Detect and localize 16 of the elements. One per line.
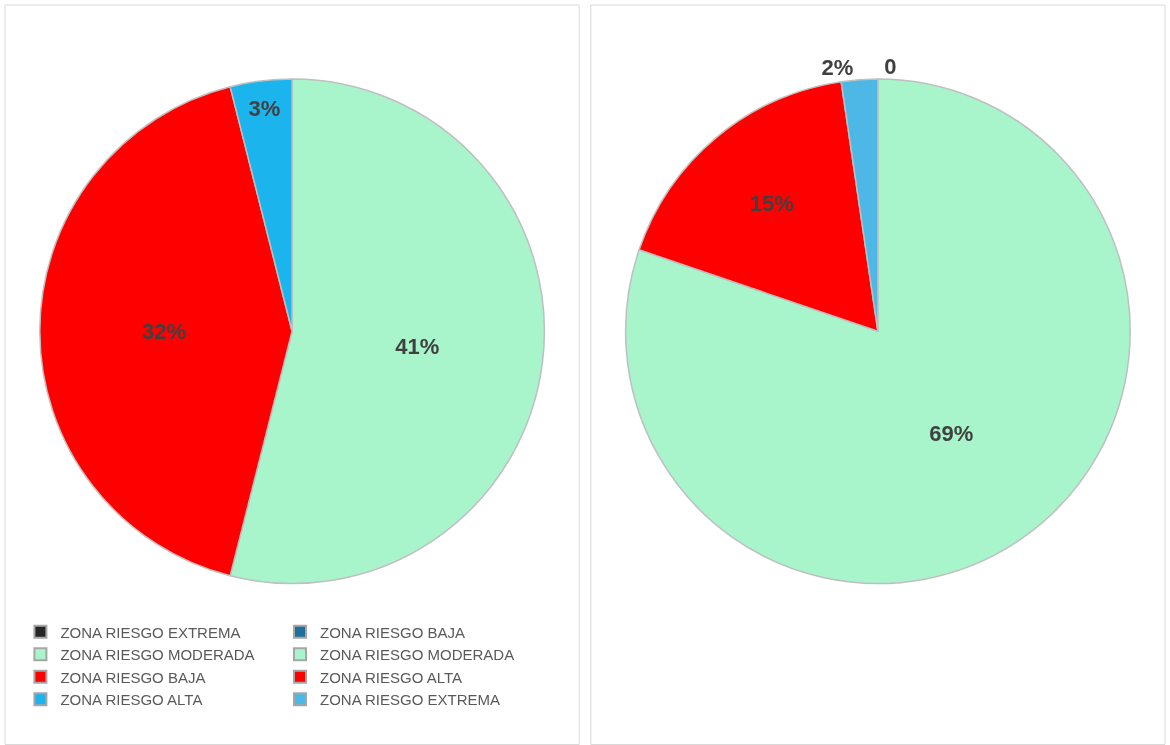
- legend-label: ZONA RIESGO MODERADA: [319, 646, 515, 664]
- data-label: 32%: [141, 318, 187, 344]
- legend-label: ZONA RIESGO BAJA: [60, 668, 206, 686]
- legend-label: ZONA RIESGO ALTA: [60, 691, 203, 709]
- data-label: 3%: [248, 95, 281, 121]
- legend-label: ZONA RIESGO ALTA: [319, 668, 462, 686]
- data-label: 41%: [395, 334, 440, 360]
- legend-label: ZONA RIESGO EXTREMA: [319, 691, 501, 709]
- text: 0: [884, 53, 897, 79]
- legend-label: ZONA RIESGO MODERADA: [60, 646, 255, 664]
- pie-slice: [625, 78, 1131, 585]
- legend-label: ZONA RIESGO BAJA: [319, 623, 466, 641]
- data-label: 69%: [929, 421, 974, 447]
- data-label: 2%: [821, 54, 854, 80]
- legend-label: ZONA RIESGO EXTREMA: [60, 623, 241, 641]
- data-label: 15%: [749, 191, 794, 217]
